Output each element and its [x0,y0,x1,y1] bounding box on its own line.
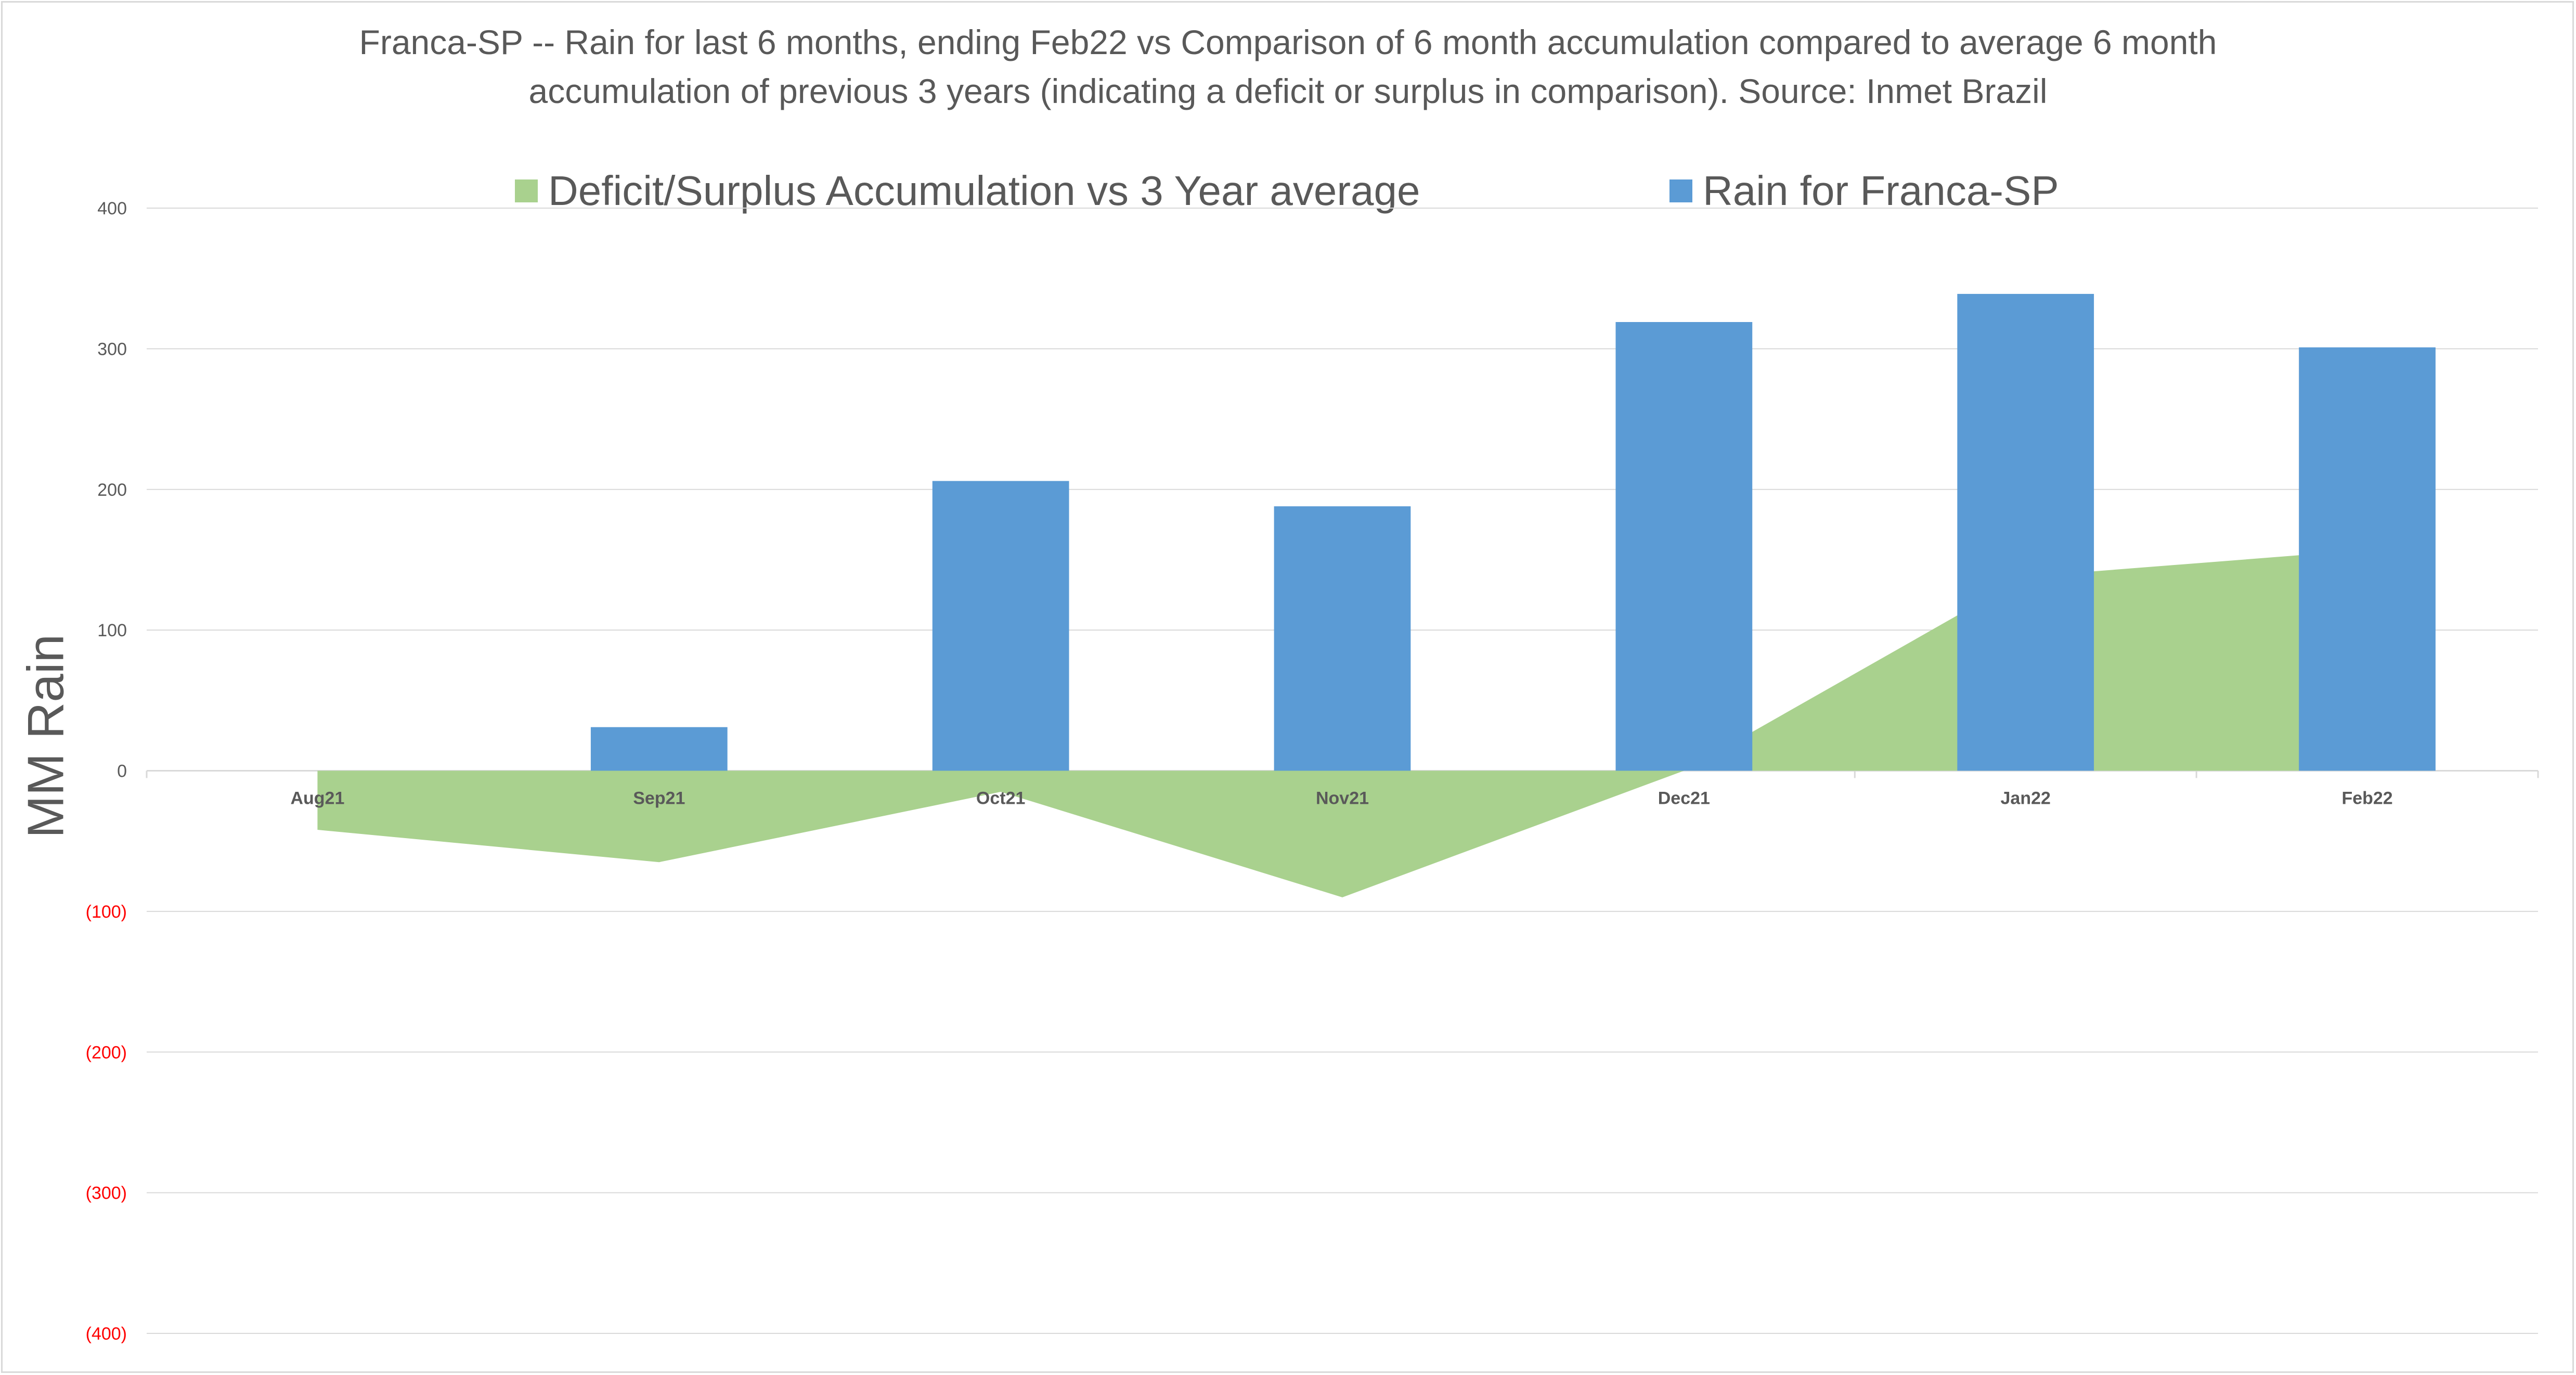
legend-swatch-rain [1669,179,1692,202]
chart-title-line-1: Franca-SP -- Rain for last 6 months, end… [359,23,2217,61]
y-tick-label: (400) [86,1324,127,1344]
y-tick-label: (200) [86,1043,127,1062]
y-tick-label: 0 [117,762,127,781]
rain-bar-jan22 [1957,293,2094,771]
x-tick-label-feb22: Feb22 [2341,789,2392,808]
rain-bar-sep21 [590,727,728,771]
y-tick-label: (300) [86,1184,127,1203]
x-tick-label-sep21: Sep21 [633,789,685,808]
rain-bar-nov21 [1274,506,1411,771]
legend-label-deficit-surplus: Deficit/Surplus Accumulation vs 3 Year a… [548,168,1420,214]
deficit-surplus-area [317,550,2367,897]
chart-legend: Deficit/Surplus Accumulation vs 3 Year a… [0,162,2576,220]
x-axis-ticks: Aug21 Sep21 Oct21 Nov21 Dec21 Jan22 Feb22 [290,789,2392,808]
y-axis-ticks: 400 300 200 100 0 (100) (200) (300) (400) [86,199,127,1344]
x-tick-label-aug21: Aug21 [290,789,344,808]
x-tick-label-jan22: Jan22 [2001,789,2051,808]
y-tick-label: 200 [97,480,127,500]
rain-bar-oct21 [932,481,1069,771]
chart-title: Franca-SP -- Rain for last 6 months, end… [0,18,2576,115]
rain-bar-series [590,293,2436,771]
rain-bar-feb22 [2299,347,2436,771]
y-tick-label: 100 [97,621,127,640]
x-tick-label-oct21: Oct21 [976,789,1026,808]
y-tick-label: 300 [97,339,127,359]
legend-entry-deficit-surplus: Deficit/Surplus Accumulation vs 3 Year a… [515,162,1420,220]
x-tick-label-dec21: Dec21 [1658,789,1710,808]
legend-entry-rain: Rain for Franca-SP [1669,162,2059,220]
x-tick-label-nov21: Nov21 [1316,789,1369,808]
legend-label-rain: Rain for Franca-SP [1703,168,2059,214]
y-tick-label: (100) [86,902,127,922]
chart-title-line-2: accumulation of previous 3 years (indica… [528,72,2048,110]
rain-bar-dec21 [1615,322,1753,771]
y-tick-label: 400 [97,199,127,219]
legend-swatch-deficit-surplus [515,179,538,202]
